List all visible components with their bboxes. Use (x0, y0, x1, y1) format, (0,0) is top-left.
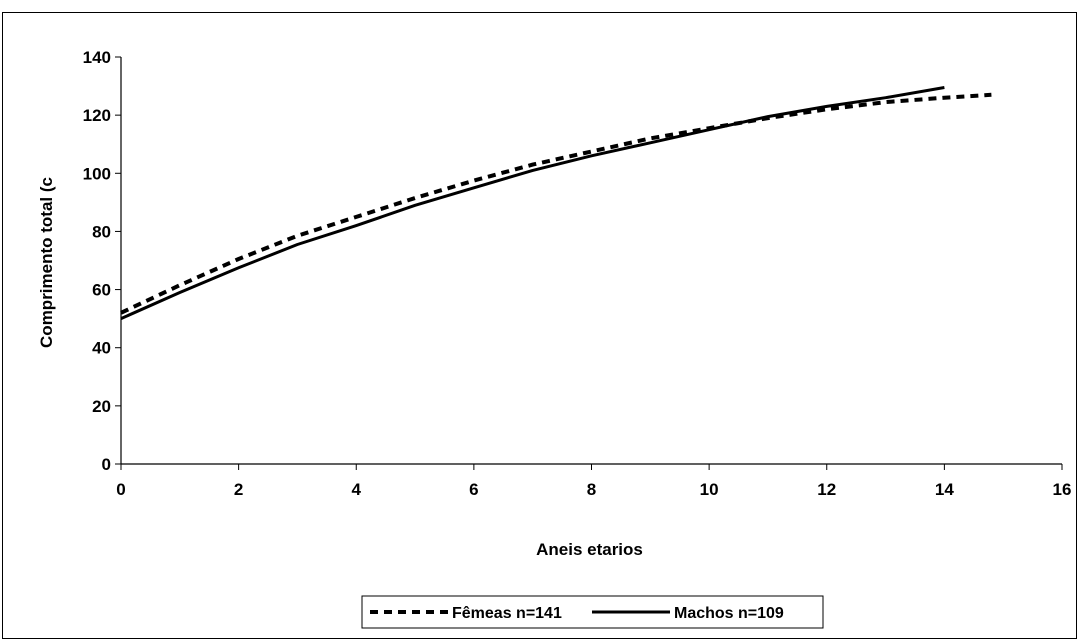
chart-frame (2, 12, 1077, 639)
y-tick-label: 0 (102, 455, 111, 474)
series-layer (120, 86, 992, 320)
y-tick-label: 80 (92, 222, 111, 241)
y-tick-label: 100 (83, 164, 111, 183)
x-tick-label: 14 (935, 480, 954, 499)
legend: Fêmeas n=141 Machos n=109 (361, 595, 824, 629)
legend-label-machos: Machos n=109 (674, 605, 784, 622)
y-axis-title: Comprimento total (c (37, 177, 56, 348)
x-tick-label: 16 (1053, 480, 1072, 499)
x-tick-label: 6 (469, 480, 478, 499)
y-tick-label: 60 (92, 281, 111, 300)
x-tick-label: 10 (700, 480, 719, 499)
axes: 0 20 40 60 80 100 120 140 0 2 4 6 8 10 12 14 16 (83, 48, 1072, 499)
y-tick-label: 20 (92, 397, 111, 416)
y-tick-label: 140 (83, 48, 111, 67)
x-tick-label: 4 (352, 480, 362, 499)
y-tick-label: 120 (83, 106, 111, 125)
x-axis-title: Aneis etarios (536, 540, 643, 559)
x-tick-label: 2 (234, 480, 243, 499)
x-tick-label: 0 (116, 480, 125, 499)
series-line-0 (120, 92, 992, 315)
legend-label-femeas: Fêmeas n=141 (452, 605, 562, 622)
y-tick-label: 40 (92, 339, 111, 358)
series-line-1 (120, 86, 945, 320)
x-tick-label: 12 (817, 480, 836, 499)
x-tick-label: 8 (587, 480, 596, 499)
